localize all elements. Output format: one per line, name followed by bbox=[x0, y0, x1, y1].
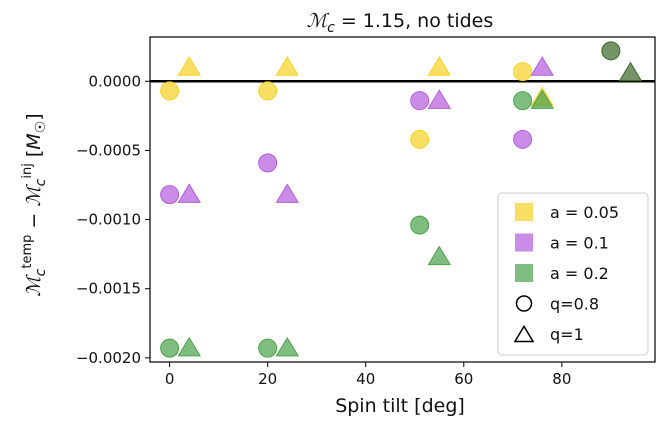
y-tick-label: −0.0010 bbox=[76, 211, 141, 229]
data-point-triangle bbox=[427, 56, 452, 76]
y-tick-label: −0.0005 bbox=[76, 141, 141, 159]
plot-area bbox=[150, 41, 655, 358]
legend-marker-triangle bbox=[513, 324, 535, 343]
data-point-circle bbox=[258, 153, 278, 173]
data-point-circle bbox=[513, 62, 533, 82]
legend: a = 0.05 a = 0.1 a = 0.2 q=0.8 q=1 bbox=[497, 192, 649, 356]
legend-label: a = 0.1 bbox=[550, 234, 609, 253]
legend-label: a = 0.2 bbox=[550, 264, 609, 283]
data-point-triangle bbox=[427, 245, 452, 266]
x-axis-label: Spin tilt [deg] bbox=[335, 395, 465, 417]
data-point-circle bbox=[160, 81, 180, 101]
data-point-triangle bbox=[275, 56, 300, 76]
y-tick-label: 0.0000 bbox=[89, 72, 142, 90]
data-point-triangle bbox=[177, 336, 201, 357]
data-point-circle bbox=[410, 129, 430, 149]
axes: 0 20 40 60 80 0.0000 −0.0005 −0.0010 −0.0015 −0.0… bbox=[76, 36, 656, 388]
data-point-triangle bbox=[177, 56, 201, 76]
data-point-circle bbox=[258, 338, 278, 358]
data-point-triangle bbox=[177, 183, 201, 203]
data-point-circle bbox=[258, 81, 278, 101]
data-point-circle bbox=[513, 129, 533, 149]
x-tick-label: 0 bbox=[165, 370, 175, 388]
legend-swatch bbox=[515, 264, 533, 282]
y-tick-label: −0.0020 bbox=[76, 349, 141, 367]
legend-swatch bbox=[515, 233, 533, 252]
legend-marker-circle bbox=[515, 295, 533, 312]
data-point-circle bbox=[513, 91, 533, 111]
data-point-circle bbox=[601, 41, 621, 61]
x-tick-label: 60 bbox=[454, 370, 473, 388]
x-tick-label: 40 bbox=[356, 370, 375, 388]
chart-title: ℳc = 1.15, no tides bbox=[307, 10, 494, 36]
data-point-triangle bbox=[427, 89, 452, 109]
data-point-triangle bbox=[275, 183, 300, 203]
y-axis-label: ℳctemp − ℳcinj [M☉] bbox=[20, 113, 49, 296]
data-point-circle bbox=[160, 185, 180, 205]
y-tick-label: −0.0015 bbox=[76, 280, 141, 298]
legend-label: q=1 bbox=[550, 325, 584, 344]
legend-label: a = 0.05 bbox=[550, 203, 619, 222]
x-tick-label: 80 bbox=[552, 370, 571, 388]
data-point-triangle bbox=[530, 56, 554, 76]
data-point-triangle bbox=[275, 336, 300, 357]
legend-box bbox=[497, 192, 649, 356]
plot-frame bbox=[149, 36, 656, 363]
data-point-circle bbox=[410, 215, 430, 235]
data-point-circle bbox=[410, 91, 430, 111]
legend-swatch bbox=[515, 203, 533, 221]
data-point-triangle bbox=[618, 61, 643, 82]
x-tick-label: 20 bbox=[258, 370, 277, 388]
legend-label: q=0.8 bbox=[550, 295, 599, 314]
data-point-triangle bbox=[530, 89, 554, 109]
data-point-circle bbox=[160, 338, 180, 358]
